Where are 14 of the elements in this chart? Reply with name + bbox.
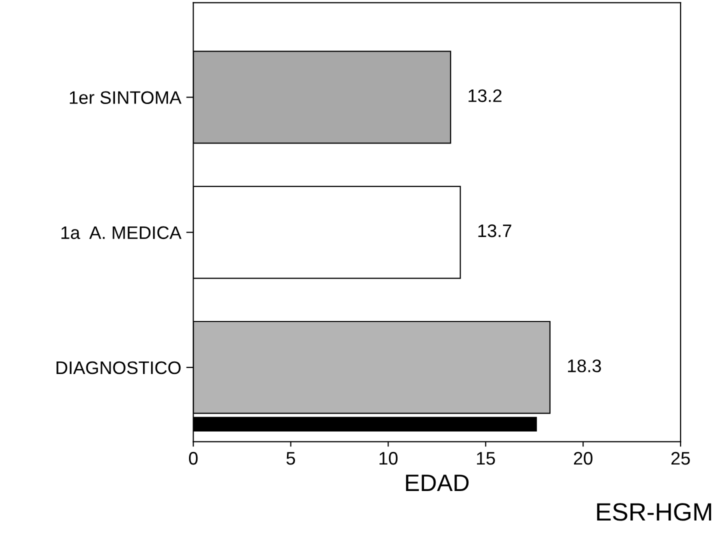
x-tick-label: 5 xyxy=(286,452,296,465)
x-tick-label: 0 xyxy=(188,452,198,465)
x-tick-label: 20 xyxy=(574,452,592,465)
y-tick-label: 1er SINTOMA xyxy=(70,91,182,104)
data-label: 13.2 xyxy=(468,89,502,102)
text: ESR-HGM xyxy=(597,503,712,521)
data-label: 18.3 xyxy=(568,359,601,372)
x-axis-title: EDAD xyxy=(406,474,469,491)
y-tick-label: 1a A. MEDICA xyxy=(61,226,182,240)
x-tick-label: 15 xyxy=(476,452,495,465)
data-label: 13.7 xyxy=(478,224,512,238)
x-tick-label: 10 xyxy=(380,452,398,465)
x-tick-label: 25 xyxy=(671,452,690,465)
y-tick-label: DIAGNOSTICO xyxy=(56,361,181,374)
